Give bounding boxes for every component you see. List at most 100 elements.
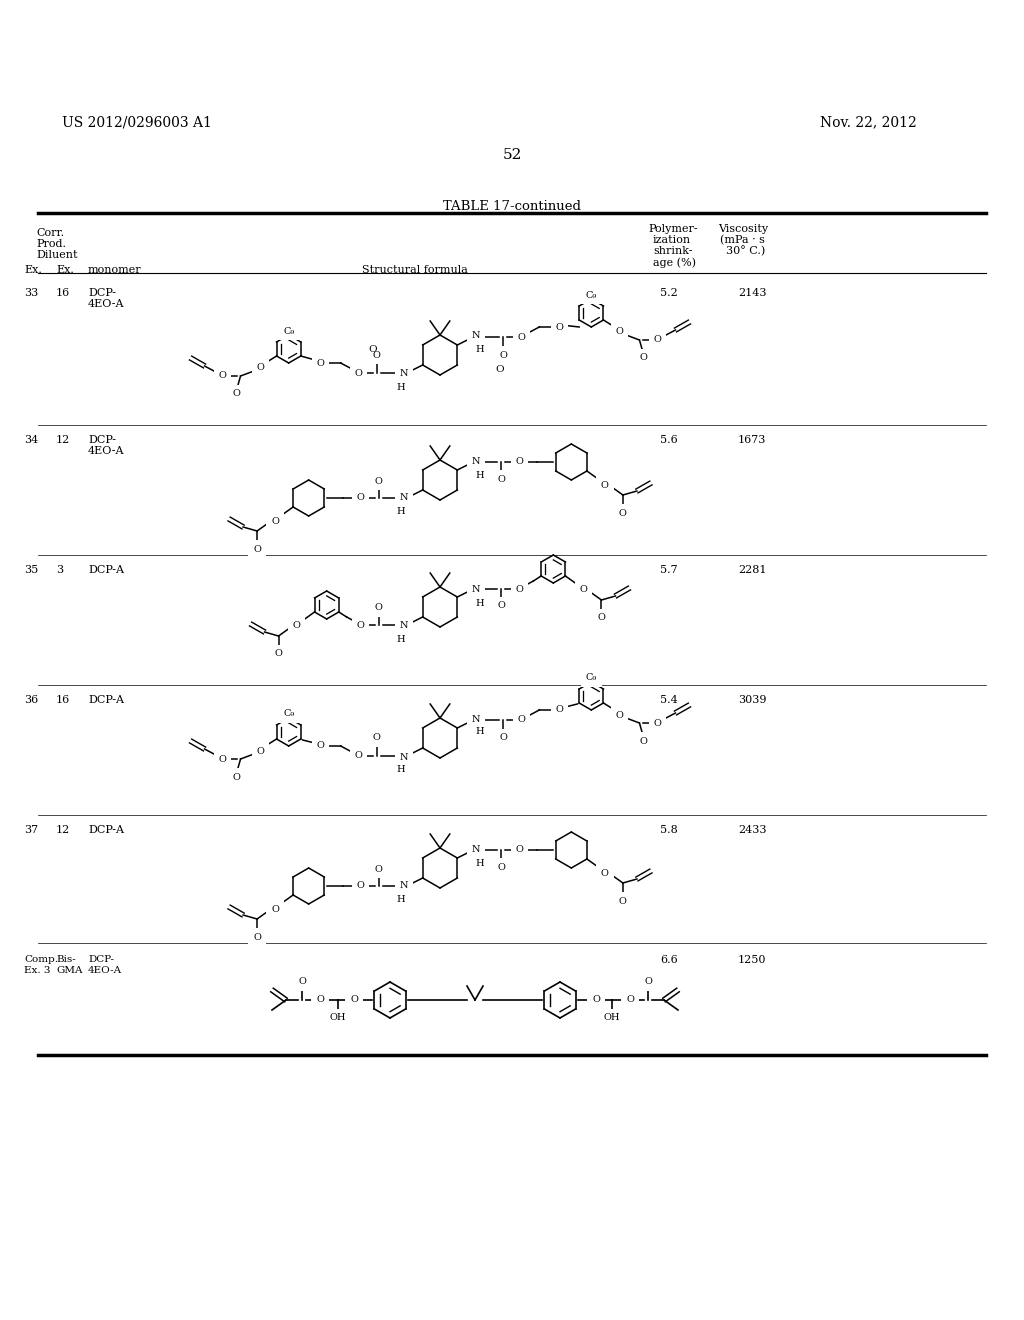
Text: GMA: GMA	[56, 966, 83, 975]
Text: 36: 36	[24, 696, 38, 705]
Text: DCP-A: DCP-A	[88, 696, 124, 705]
Text: 2433: 2433	[738, 825, 767, 836]
Text: N: N	[472, 331, 480, 341]
Text: Ex.: Ex.	[56, 265, 74, 275]
Text: N: N	[399, 494, 408, 503]
Text: H: H	[396, 507, 404, 516]
Text: H: H	[475, 471, 483, 480]
Text: O: O	[555, 322, 563, 331]
Text: O: O	[615, 327, 624, 337]
Text: O: O	[498, 602, 505, 610]
Text: H: H	[475, 598, 483, 607]
Text: 5.4: 5.4	[660, 696, 678, 705]
Text: O: O	[515, 585, 523, 594]
Text: US 2012/0296003 A1: US 2012/0296003 A1	[62, 115, 212, 129]
Text: O: O	[500, 351, 507, 359]
Text: 6.6: 6.6	[660, 954, 678, 965]
Text: O: O	[615, 710, 624, 719]
Text: O: O	[369, 345, 377, 354]
Text: H: H	[396, 766, 404, 775]
Text: O: O	[495, 366, 504, 374]
Text: O: O	[375, 477, 383, 486]
Text: 12: 12	[56, 825, 71, 836]
Text: 34: 34	[24, 436, 38, 445]
Text: O: O	[354, 368, 362, 378]
Text: O: O	[257, 363, 264, 372]
Text: Bis-: Bis-	[56, 954, 76, 964]
Text: O: O	[517, 333, 525, 342]
Text: O: O	[293, 622, 300, 631]
Text: O: O	[640, 354, 647, 363]
Text: O: O	[356, 882, 365, 891]
Text: O: O	[271, 904, 279, 913]
Text: O: O	[218, 371, 226, 380]
Text: DCP-A: DCP-A	[88, 565, 124, 576]
Text: O: O	[515, 846, 523, 854]
Text: 3: 3	[56, 565, 63, 576]
Text: 5.6: 5.6	[660, 436, 678, 445]
Text: O: O	[653, 718, 662, 727]
Text: O: O	[316, 359, 325, 367]
Text: O: O	[298, 978, 306, 986]
Text: H: H	[396, 383, 404, 392]
Text: O: O	[517, 715, 525, 725]
Text: N: N	[472, 714, 480, 723]
Text: O: O	[592, 995, 600, 1005]
Text: N: N	[399, 882, 408, 891]
Text: 5.7: 5.7	[660, 565, 678, 576]
Text: C₉: C₉	[283, 710, 294, 718]
Text: 3039: 3039	[738, 696, 767, 705]
Text: 1673: 1673	[738, 436, 766, 445]
Text: age (%): age (%)	[653, 257, 696, 268]
Text: O: O	[500, 734, 507, 742]
Text: DCP-: DCP-	[88, 954, 114, 964]
Text: Comp.: Comp.	[24, 954, 58, 964]
Text: O: O	[618, 508, 627, 517]
Text: OH: OH	[604, 1014, 621, 1023]
Text: O: O	[498, 474, 505, 483]
Text: Ex. 3: Ex. 3	[24, 966, 50, 975]
Text: O: O	[515, 458, 523, 466]
Text: O: O	[257, 747, 264, 755]
Text: H: H	[396, 895, 404, 904]
Text: H: H	[396, 635, 404, 644]
Text: 2143: 2143	[738, 288, 767, 298]
Text: 35: 35	[24, 565, 38, 576]
Text: O: O	[350, 995, 358, 1005]
Text: 16: 16	[56, 696, 71, 705]
Text: N: N	[399, 370, 408, 379]
Text: H: H	[475, 727, 483, 737]
Text: shrink-: shrink-	[653, 246, 692, 256]
Text: O: O	[316, 742, 325, 751]
Text: O: O	[356, 494, 365, 503]
Text: 16: 16	[56, 288, 71, 298]
Text: O: O	[580, 586, 588, 594]
Text: H: H	[475, 859, 483, 869]
Text: 5.2: 5.2	[660, 288, 678, 298]
Text: Ex.: Ex.	[24, 265, 42, 275]
Text: 1250: 1250	[738, 954, 767, 965]
Text: DCP-A: DCP-A	[88, 825, 124, 836]
Text: O: O	[601, 480, 609, 490]
Text: O: O	[373, 351, 381, 359]
Text: C₉: C₉	[283, 326, 294, 335]
Text: O: O	[640, 737, 647, 746]
Text: 2281: 2281	[738, 565, 767, 576]
Text: 4EO-A: 4EO-A	[88, 446, 125, 455]
Text: Polymer-: Polymer-	[648, 224, 697, 234]
Text: N: N	[472, 585, 480, 594]
Text: C₉: C₉	[586, 673, 597, 682]
Text: monomer: monomer	[88, 265, 141, 275]
Text: O: O	[274, 649, 283, 659]
Text: Prod.: Prod.	[36, 239, 66, 249]
Text: O: O	[316, 995, 324, 1005]
Text: OH: OH	[330, 1014, 346, 1023]
Text: 37: 37	[24, 825, 38, 836]
Text: O: O	[618, 896, 627, 906]
Text: DCP-: DCP-	[88, 436, 116, 445]
Text: N: N	[472, 458, 480, 466]
Text: O: O	[375, 865, 383, 874]
Text: TABLE 17-continued: TABLE 17-continued	[443, 201, 581, 213]
Text: O: O	[232, 389, 241, 399]
Text: N: N	[472, 846, 480, 854]
